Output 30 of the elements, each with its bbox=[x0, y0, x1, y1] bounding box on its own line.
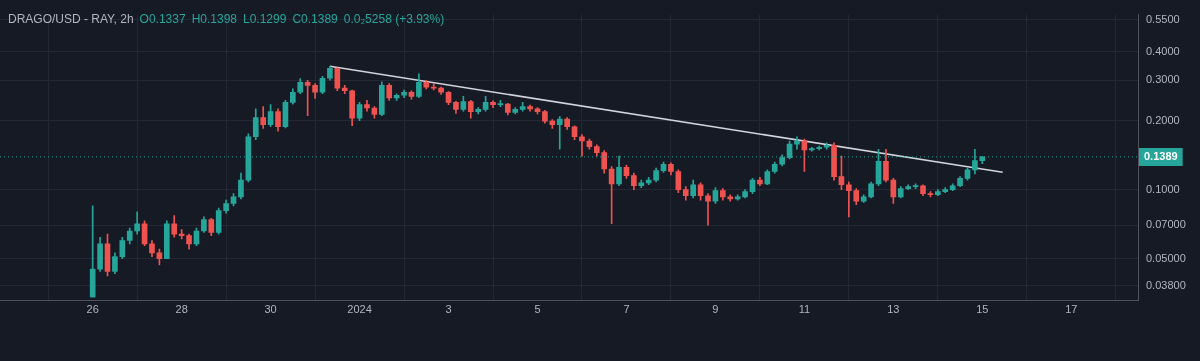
y-tick-label: 0.5500 bbox=[1146, 12, 1180, 25]
annotation: O0.1337 bbox=[139, 12, 186, 26]
chart-title: DRAGO/USD - RAY, 2h bbox=[8, 12, 134, 26]
x-tick-label: 17 bbox=[1065, 302, 1078, 315]
y-tick-label: 0.2000 bbox=[1146, 113, 1180, 126]
x-tick-label: 5 bbox=[534, 302, 541, 315]
y-tick-label: 0.4000 bbox=[1146, 44, 1180, 57]
y-tick-label: 0.05000 bbox=[1146, 251, 1186, 264]
candlestick bbox=[556, 116, 563, 150]
y-tick-label: 0.1000 bbox=[1146, 182, 1180, 195]
annotation: H0.1398 bbox=[191, 12, 238, 26]
x-tick-label: 15 bbox=[976, 302, 989, 315]
annotation: C0.1389 bbox=[292, 12, 338, 26]
x-tick-label: 7 bbox=[623, 302, 630, 315]
x-tick-label: 30 bbox=[264, 302, 277, 315]
ref-line-label: 0.1389 bbox=[1144, 149, 1178, 162]
x-tick-label: 11 bbox=[798, 302, 811, 315]
x-tick-label: 9 bbox=[712, 302, 719, 315]
candlestick bbox=[705, 193, 711, 226]
annotation: 0.0₂5258 (+3.93%) bbox=[343, 12, 445, 26]
y-tick-label: 0.07000 bbox=[1146, 218, 1186, 231]
annotation: L0.1299 bbox=[243, 12, 287, 26]
candlestick bbox=[579, 134, 585, 157]
y-tick-label: 0.03800 bbox=[1146, 278, 1186, 291]
y-tick-label: 0.3000 bbox=[1146, 73, 1180, 86]
x-tick-label: 13 bbox=[887, 302, 900, 315]
x-tick-label: 28 bbox=[175, 302, 188, 315]
x-tick-label: 26 bbox=[86, 302, 99, 315]
x-tick-label: 2024 bbox=[347, 302, 372, 315]
x-tick-label: 3 bbox=[445, 302, 452, 315]
